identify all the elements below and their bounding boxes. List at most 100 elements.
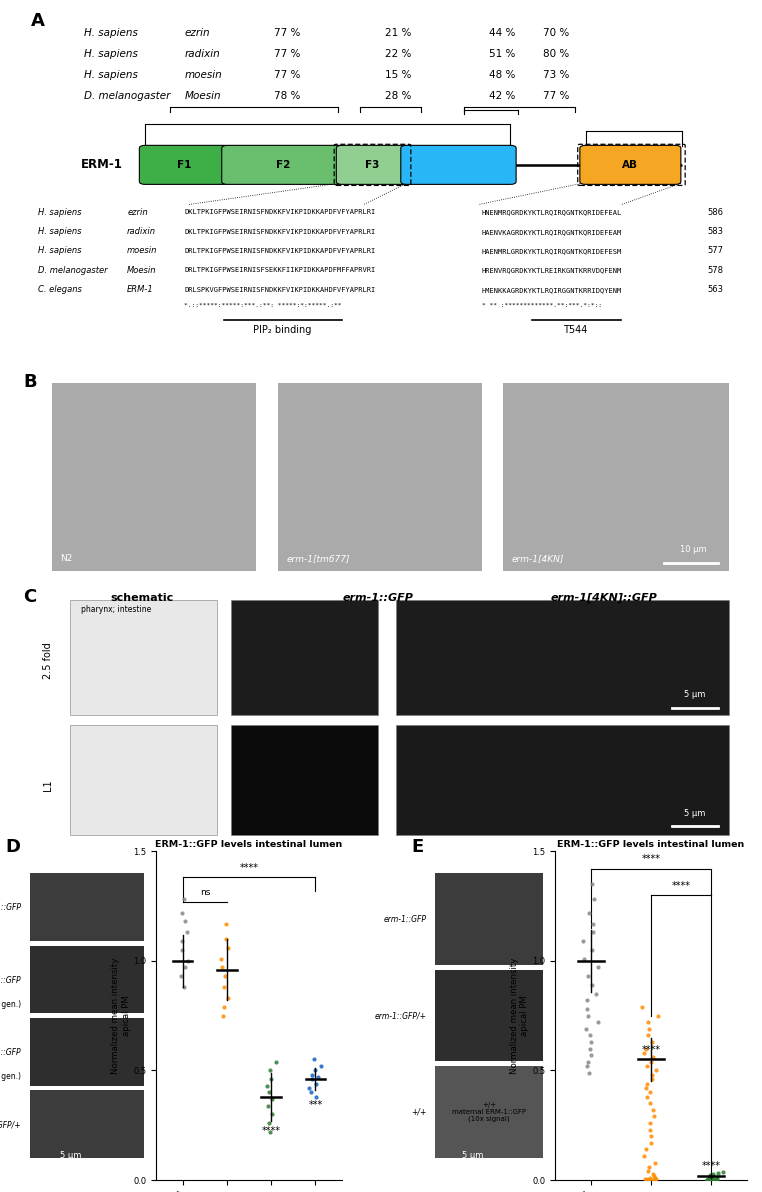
Text: 5 µm: 5 µm — [59, 1151, 81, 1160]
Text: ****: **** — [239, 863, 258, 873]
Text: moesin: moesin — [127, 247, 158, 255]
Bar — [30, 874, 144, 940]
Point — [265, 1089, 277, 1109]
Text: 48 %: 48 % — [489, 70, 515, 80]
Point — [584, 1039, 597, 1058]
Point — [583, 1063, 595, 1082]
Point — [704, 1171, 716, 1190]
Point — [647, 1100, 659, 1119]
Point — [178, 912, 190, 931]
Point — [222, 988, 234, 1007]
Point — [178, 890, 190, 909]
Point — [709, 1169, 722, 1188]
Point — [703, 1169, 716, 1188]
Point — [642, 1026, 654, 1045]
Point — [264, 1123, 277, 1142]
Point — [261, 1076, 273, 1095]
Text: F1: F1 — [178, 160, 192, 169]
Point — [646, 1069, 658, 1088]
Bar — [30, 1018, 144, 1086]
Point — [266, 1105, 278, 1124]
Point — [643, 1157, 655, 1177]
Text: 22 %: 22 % — [385, 49, 411, 58]
Bar — [277, 383, 482, 571]
Point — [639, 1043, 651, 1062]
Point — [642, 1162, 655, 1181]
Point — [711, 1168, 723, 1187]
Text: ***: *** — [309, 1100, 322, 1110]
Point — [175, 967, 187, 986]
Point — [176, 940, 188, 960]
Point — [581, 1056, 593, 1075]
Point — [701, 1171, 713, 1190]
Point — [648, 1153, 661, 1172]
Text: 586: 586 — [707, 207, 723, 217]
Bar — [395, 601, 729, 715]
Point — [646, 1048, 658, 1067]
Point — [263, 1113, 275, 1132]
Point — [584, 1032, 597, 1051]
Point — [707, 1165, 719, 1184]
Bar — [70, 601, 216, 715]
Point — [303, 1079, 315, 1098]
Text: 80 %: 80 % — [543, 49, 569, 58]
Point — [310, 1074, 322, 1093]
Point — [645, 1053, 657, 1072]
Point — [312, 1068, 324, 1087]
Point — [270, 1053, 282, 1072]
Point — [645, 1113, 657, 1132]
Point — [216, 1006, 229, 1025]
Point — [306, 1066, 319, 1085]
Point — [701, 1171, 713, 1190]
Text: * ** :*************.**:***.*:*::: * ** :*************.**:***.*:*:: — [482, 303, 602, 308]
Text: +/+
maternal ERM-1::GFP
(10x signal): +/+ maternal ERM-1::GFP (10x signal) — [452, 1101, 527, 1123]
Text: moesin: moesin — [184, 70, 223, 80]
Text: (1ˢᵗ gen.): (1ˢᵗ gen.) — [0, 1000, 21, 1008]
Point — [642, 1019, 655, 1038]
Point — [648, 1166, 661, 1185]
Point — [179, 958, 191, 977]
Bar — [231, 725, 378, 834]
Text: D: D — [5, 838, 21, 856]
Text: +/+: +/+ — [411, 1107, 427, 1117]
Point — [701, 1171, 713, 1190]
Bar — [30, 945, 144, 1013]
Bar — [52, 383, 256, 571]
Text: C: C — [24, 588, 37, 606]
Point — [706, 1171, 718, 1190]
Point — [652, 1006, 664, 1025]
Text: H. sapiens: H. sapiens — [84, 70, 138, 80]
Point — [706, 1171, 718, 1190]
Text: C. elegans: C. elegans — [37, 285, 82, 294]
Text: DRLSPKVGFPWSEIRNISFNDKKFVIKPIDKKAHDFVFYAPRLRI: DRLSPKVGFPWSEIRNISFNDKKFVIKPIDKKAHDFVFYA… — [184, 286, 376, 293]
Point — [176, 931, 188, 950]
Y-axis label: Normalized mean intensity
apical PM: Normalized mean intensity apical PM — [510, 957, 530, 1074]
Text: ezrin: ezrin — [184, 27, 210, 38]
Text: 578: 578 — [707, 266, 723, 275]
Point — [703, 1166, 716, 1185]
Point — [219, 930, 232, 949]
Point — [640, 1079, 652, 1098]
Point — [648, 1107, 661, 1126]
Point — [582, 1053, 594, 1072]
Text: HAENVKAGRDKYKTLRQIRQGNTKQRIDEFEAM: HAENVKAGRDKYKTLRQIRQGNTKQRIDEFEAM — [482, 229, 622, 235]
Point — [577, 931, 589, 950]
Text: 10 µm: 10 µm — [680, 546, 706, 554]
Text: erm-1::GFP: erm-1::GFP — [384, 914, 427, 924]
Point — [218, 977, 230, 997]
Text: erm-1[tm677]: erm-1[tm677] — [287, 553, 350, 563]
Point — [219, 914, 232, 933]
Bar — [30, 1091, 144, 1157]
Text: 77 %: 77 % — [274, 70, 300, 80]
Point — [644, 1169, 656, 1188]
Point — [176, 904, 188, 923]
Point — [587, 914, 599, 933]
Text: D. melanogaster: D. melanogaster — [37, 266, 107, 275]
Text: DRLTPKIGFPWSEIRNISFNDKKFVIKPIDKKAPDFVFYAPRLRI: DRLTPKIGFPWSEIRNISFNDKKFVIKPIDKKAPDFVFYA… — [184, 248, 376, 254]
Text: H. sapiens: H. sapiens — [84, 49, 138, 58]
Point — [578, 949, 591, 968]
Bar — [435, 1067, 543, 1157]
Point — [641, 1169, 653, 1188]
Text: 70 %: 70 % — [543, 27, 569, 38]
Text: 77 %: 77 % — [543, 91, 569, 101]
